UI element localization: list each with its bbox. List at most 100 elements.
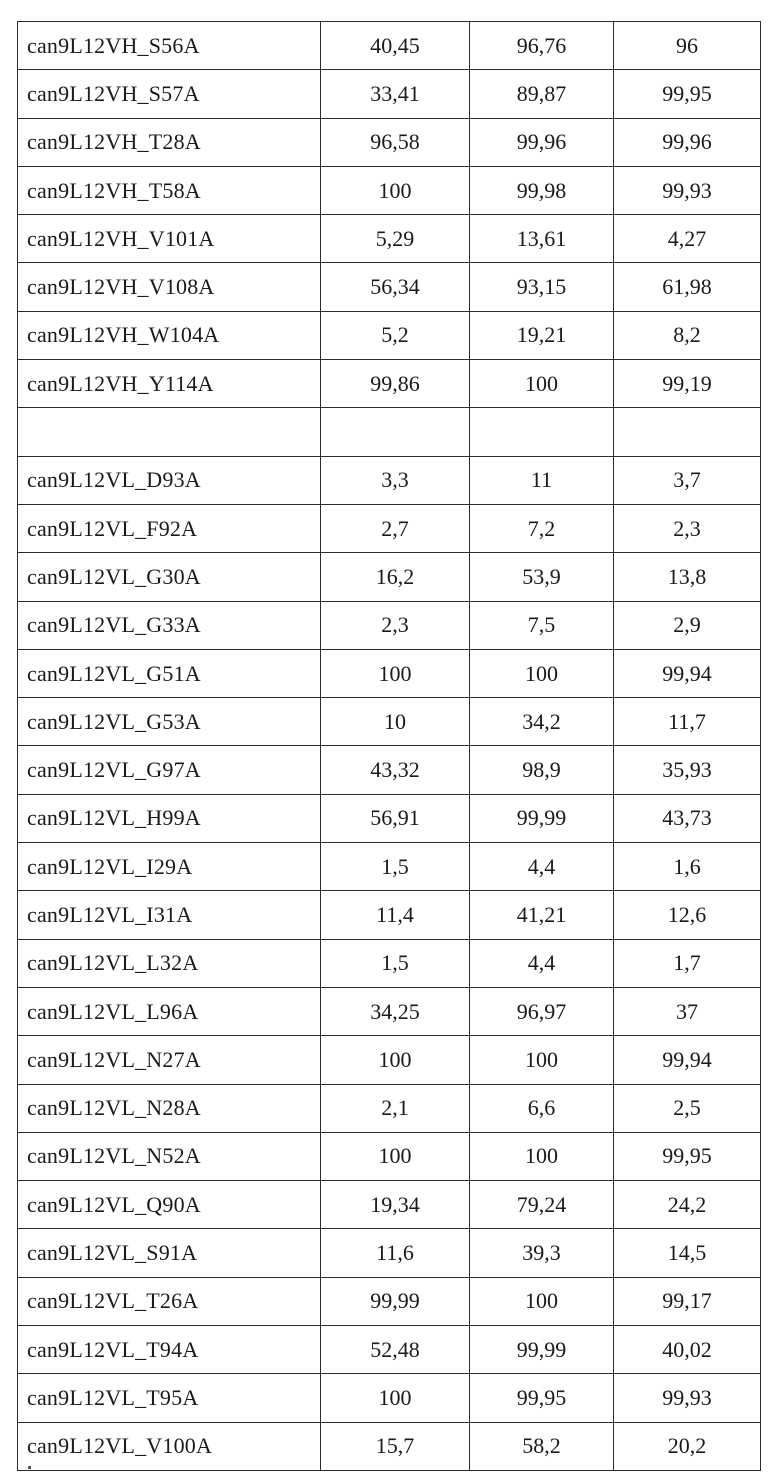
value-cell-3: 96: [614, 22, 761, 70]
variant-name-cell: can9L12VL_F92A: [18, 504, 321, 552]
value-cell-3: 43,73: [614, 794, 761, 842]
value-cell-2: 6,6: [470, 1084, 614, 1132]
value-cell-3: 13,8: [614, 553, 761, 601]
value-cell-2: 100: [470, 1277, 614, 1325]
table-row: can9L12VL_N28A2,16,62,5: [18, 1084, 761, 1132]
mutation-data-table: can9L12VH_S56A40,4596,7696can9L12VH_S57A…: [17, 21, 761, 1471]
value-cell-1: 100: [321, 1374, 470, 1422]
value-cell-2: 34,2: [470, 698, 614, 746]
value-cell-1: 100: [321, 1132, 470, 1180]
table-row: can9L12VL_Q90A19,3479,2424,2: [18, 1181, 761, 1229]
value-cell-3: 99,19: [614, 360, 761, 408]
table-row: can9L12VL_F92A2,77,22,3: [18, 504, 761, 552]
value-cell-3: 20,2: [614, 1422, 761, 1470]
value-cell-3: 99,93: [614, 166, 761, 214]
variant-name-cell: can9L12VL_H99A: [18, 794, 321, 842]
value-cell-2: 96,97: [470, 987, 614, 1035]
value-cell-2: 79,24: [470, 1181, 614, 1229]
value-cell-3: 99,94: [614, 649, 761, 697]
value-cell-1: 2,3: [321, 601, 470, 649]
variant-name-cell: [18, 408, 321, 456]
variant-name-cell: can9L12VL_D93A: [18, 456, 321, 504]
variant-name-cell: can9L12VH_S57A: [18, 70, 321, 118]
value-cell-3: 2,9: [614, 601, 761, 649]
value-cell-2: 7,2: [470, 504, 614, 552]
value-cell-1: 56,34: [321, 263, 470, 311]
variant-name-cell: can9L12VL_G51A: [18, 649, 321, 697]
value-cell-2: 98,9: [470, 746, 614, 794]
page-mark: [28, 1466, 31, 1469]
value-cell-2: 99,95: [470, 1374, 614, 1422]
table-row: can9L12VL_N52A10010099,95: [18, 1132, 761, 1180]
value-cell-1: 100: [321, 649, 470, 697]
table-row: can9L12VH_V108A56,3493,1561,98: [18, 263, 761, 311]
variant-name-cell: can9L12VL_T26A: [18, 1277, 321, 1325]
table-row-empty: [18, 408, 761, 456]
value-cell-2: 7,5: [470, 601, 614, 649]
value-cell-2: 19,21: [470, 311, 614, 359]
variant-name-cell: can9L12VL_I31A: [18, 891, 321, 939]
value-cell-3: 99,17: [614, 1277, 761, 1325]
table-row: can9L12VH_T28A96,5899,9699,96: [18, 118, 761, 166]
table-row: can9L12VL_H99A56,9199,9943,73: [18, 794, 761, 842]
table-body: can9L12VH_S56A40,4596,7696can9L12VH_S57A…: [18, 22, 761, 1471]
value-cell-1: 11,4: [321, 891, 470, 939]
table-row: can9L12VL_G53A1034,211,7: [18, 698, 761, 746]
variant-name-cell: can9L12VH_W104A: [18, 311, 321, 359]
table-row: can9L12VL_T94A52,4899,9940,02: [18, 1326, 761, 1374]
value-cell-1: 96,58: [321, 118, 470, 166]
value-cell-2: 96,76: [470, 22, 614, 70]
value-cell-2: 100: [470, 1132, 614, 1180]
variant-name-cell: can9L12VH_V101A: [18, 215, 321, 263]
value-cell-2: 89,87: [470, 70, 614, 118]
value-cell-3: 61,98: [614, 263, 761, 311]
value-cell-2: 39,3: [470, 1229, 614, 1277]
value-cell-3: 99,96: [614, 118, 761, 166]
value-cell-3: 1,7: [614, 939, 761, 987]
value-cell-2: 4,4: [470, 843, 614, 891]
value-cell-2: 100: [470, 1036, 614, 1084]
variant-name-cell: can9L12VL_Q90A: [18, 1181, 321, 1229]
variant-name-cell: can9L12VL_L96A: [18, 987, 321, 1035]
value-cell-2: 4,4: [470, 939, 614, 987]
value-cell-3: 24,2: [614, 1181, 761, 1229]
table-row: can9L12VL_D93A3,3113,7: [18, 456, 761, 504]
table-row: can9L12VH_S56A40,4596,7696: [18, 22, 761, 70]
variant-name-cell: can9L12VL_S91A: [18, 1229, 321, 1277]
value-cell-3: 40,02: [614, 1326, 761, 1374]
variant-name-cell: can9L12VL_G30A: [18, 553, 321, 601]
value-cell-1: 100: [321, 1036, 470, 1084]
value-cell-3: 99,95: [614, 1132, 761, 1180]
value-cell-3: 14,5: [614, 1229, 761, 1277]
value-cell-1: 99,86: [321, 360, 470, 408]
value-cell-2: 99,99: [470, 794, 614, 842]
value-cell-1: 43,32: [321, 746, 470, 794]
value-cell-3: 2,3: [614, 504, 761, 552]
table-row: can9L12VL_N27A10010099,94: [18, 1036, 761, 1084]
value-cell-2: [470, 408, 614, 456]
value-cell-1: 52,48: [321, 1326, 470, 1374]
value-cell-3: 35,93: [614, 746, 761, 794]
value-cell-1: 100: [321, 166, 470, 214]
value-cell-2: 99,96: [470, 118, 614, 166]
value-cell-2: 13,61: [470, 215, 614, 263]
value-cell-3: 11,7: [614, 698, 761, 746]
value-cell-2: 100: [470, 649, 614, 697]
variant-name-cell: can9L12VL_T94A: [18, 1326, 321, 1374]
value-cell-3: 37: [614, 987, 761, 1035]
value-cell-3: 99,93: [614, 1374, 761, 1422]
value-cell-1: 5,2: [321, 311, 470, 359]
value-cell-1: 2,1: [321, 1084, 470, 1132]
variant-name-cell: can9L12VH_V108A: [18, 263, 321, 311]
table-row: can9L12VL_S91A11,639,314,5: [18, 1229, 761, 1277]
value-cell-3: 8,2: [614, 311, 761, 359]
table-row: can9L12VL_T95A10099,9599,93: [18, 1374, 761, 1422]
value-cell-3: [614, 408, 761, 456]
table-row: can9L12VH_Y114A99,8610099,19: [18, 360, 761, 408]
variant-name-cell: can9L12VL_T95A: [18, 1374, 321, 1422]
variant-name-cell: can9L12VL_L32A: [18, 939, 321, 987]
table-row: can9L12VL_V100A15,758,220,2: [18, 1422, 761, 1470]
table-row: can9L12VL_L96A34,2596,9737: [18, 987, 761, 1035]
value-cell-2: 100: [470, 360, 614, 408]
variant-name-cell: can9L12VL_G97A: [18, 746, 321, 794]
